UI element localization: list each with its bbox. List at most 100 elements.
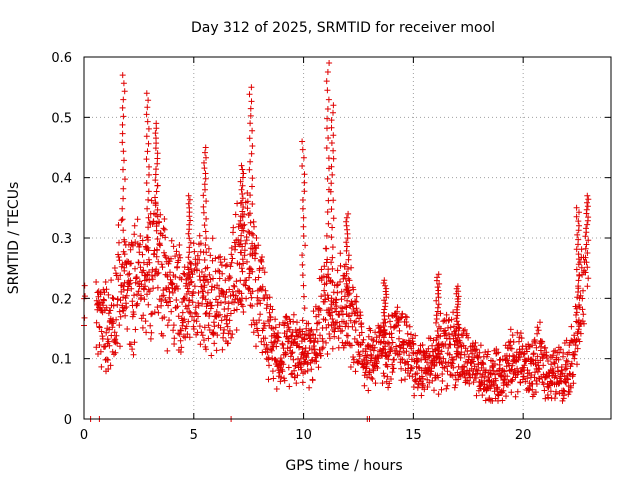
data-point — [580, 287, 586, 294]
data-point — [429, 342, 436, 349]
data-point — [584, 283, 591, 290]
data-point — [266, 309, 273, 316]
data-point — [238, 186, 245, 193]
data-point — [180, 319, 186, 326]
data-point — [143, 111, 150, 118]
data-point — [167, 269, 173, 276]
data-point — [255, 332, 262, 339]
data-point — [161, 249, 167, 256]
data-point — [564, 358, 571, 365]
data-point — [185, 318, 192, 325]
data-point — [330, 155, 337, 162]
data-point — [204, 289, 211, 296]
data-point — [328, 124, 335, 131]
data-point — [370, 337, 377, 344]
data-point — [103, 304, 110, 311]
data-point — [331, 328, 338, 335]
data-point — [181, 295, 187, 302]
data-point — [365, 387, 372, 394]
data-point — [534, 330, 541, 337]
data-point — [299, 379, 306, 386]
data-point — [186, 244, 193, 251]
data-point — [245, 286, 252, 293]
data-point — [107, 362, 114, 369]
data-point — [243, 277, 250, 284]
data-point — [200, 192, 207, 199]
data-point — [239, 303, 246, 310]
data-point — [267, 303, 274, 310]
data-point — [395, 319, 402, 326]
data-point — [238, 162, 245, 169]
data-point — [115, 222, 122, 228]
data-point — [380, 334, 387, 341]
data-point — [214, 282, 221, 289]
data-point — [450, 356, 457, 363]
data-point — [429, 377, 436, 384]
data-point — [233, 306, 240, 313]
data-point — [330, 197, 337, 204]
data-point — [203, 235, 210, 242]
data-point — [138, 315, 145, 322]
data-point — [96, 304, 102, 311]
data-point — [381, 373, 388, 379]
data-point — [579, 306, 586, 313]
data-point — [143, 180, 150, 186]
data-point — [403, 322, 410, 329]
data-point — [177, 254, 184, 261]
data-point — [460, 368, 467, 375]
data-point — [136, 249, 143, 256]
data-point — [361, 357, 368, 364]
data-point — [147, 335, 154, 342]
data-point — [219, 270, 226, 277]
data-point — [433, 312, 440, 319]
data-point — [411, 377, 418, 384]
data-point — [155, 258, 162, 265]
data-point — [473, 374, 479, 381]
data-point — [343, 239, 350, 246]
data-point — [269, 368, 276, 375]
data-point — [303, 354, 310, 361]
data-point — [534, 353, 541, 360]
data-point — [154, 236, 161, 242]
y-tick-label: 0.5 — [51, 111, 72, 126]
data-points — [81, 60, 592, 422]
data-point — [214, 299, 221, 306]
data-point — [563, 365, 570, 372]
data-point — [301, 188, 308, 195]
data-point — [317, 332, 323, 339]
data-point — [108, 277, 115, 284]
data-point — [132, 265, 138, 272]
data-point — [153, 220, 160, 227]
data-point — [103, 286, 110, 293]
data-point — [419, 342, 426, 348]
data-point — [122, 312, 129, 319]
data-point — [202, 265, 209, 272]
data-point — [347, 317, 354, 324]
data-point — [146, 163, 152, 170]
data-point — [386, 380, 393, 387]
data-point — [175, 285, 181, 292]
data-point — [202, 170, 209, 177]
data-point — [380, 370, 387, 377]
data-point — [176, 242, 183, 248]
data-point — [402, 376, 408, 383]
data-point — [532, 389, 539, 396]
data-point — [154, 155, 161, 162]
data-point — [572, 348, 579, 355]
data-point — [343, 304, 350, 311]
data-point — [499, 397, 506, 404]
data-point — [377, 339, 384, 346]
data-point — [478, 374, 485, 381]
data-point — [249, 175, 256, 182]
data-point — [143, 156, 150, 163]
data-point — [170, 327, 177, 334]
data-point — [575, 218, 582, 225]
data-point — [475, 354, 482, 361]
data-point — [332, 324, 339, 331]
data-point — [145, 188, 152, 195]
data-point — [284, 328, 291, 335]
data-point — [208, 352, 215, 359]
data-point — [185, 230, 192, 237]
data-point — [248, 266, 255, 273]
